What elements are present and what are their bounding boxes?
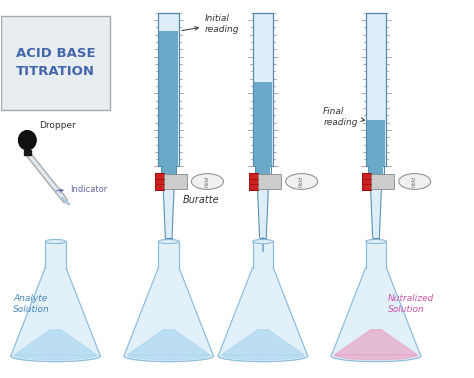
Ellipse shape [191,174,223,189]
Ellipse shape [45,240,66,243]
Ellipse shape [365,240,386,243]
Polygon shape [11,268,100,356]
FancyBboxPatch shape [369,166,383,181]
Polygon shape [222,355,304,360]
Polygon shape [14,330,97,355]
FancyBboxPatch shape [368,166,384,181]
Text: Nutralized
Solution: Nutralized Solution [388,294,434,314]
FancyBboxPatch shape [155,173,164,190]
Polygon shape [11,356,100,362]
Polygon shape [124,268,213,356]
Polygon shape [222,330,304,355]
Polygon shape [331,356,421,362]
Polygon shape [335,330,417,355]
Polygon shape [128,330,210,355]
FancyBboxPatch shape [1,16,110,110]
Polygon shape [218,268,308,356]
FancyBboxPatch shape [162,166,175,181]
Ellipse shape [286,174,318,189]
Polygon shape [335,355,417,360]
Text: Final
reading: Final reading [323,107,365,127]
Polygon shape [331,268,421,356]
FancyBboxPatch shape [254,82,273,166]
Polygon shape [124,356,213,362]
Ellipse shape [253,240,273,243]
Polygon shape [14,355,97,360]
Polygon shape [24,150,31,155]
Polygon shape [158,242,179,268]
Ellipse shape [18,130,36,150]
Polygon shape [128,355,210,360]
FancyBboxPatch shape [161,166,176,181]
FancyBboxPatch shape [366,120,385,166]
FancyBboxPatch shape [158,12,179,166]
Text: Initial
reading: Initial reading [182,14,239,34]
Text: Dropper: Dropper [39,121,76,130]
FancyBboxPatch shape [363,173,371,190]
Polygon shape [45,242,66,268]
Polygon shape [257,181,269,238]
Polygon shape [365,242,386,268]
Ellipse shape [158,240,179,243]
Text: Hold: Hold [205,176,210,187]
FancyBboxPatch shape [249,173,258,190]
Text: Hold: Hold [299,176,304,187]
FancyBboxPatch shape [159,31,178,166]
Polygon shape [370,181,382,238]
Polygon shape [218,356,308,362]
FancyBboxPatch shape [256,166,270,181]
Text: Indicator: Indicator [56,184,107,194]
Polygon shape [253,242,273,268]
FancyBboxPatch shape [258,174,282,189]
Text: Buratte: Buratte [183,195,219,205]
FancyBboxPatch shape [365,12,386,166]
FancyBboxPatch shape [164,174,187,189]
FancyBboxPatch shape [253,12,273,166]
Text: Hold: Hold [412,176,417,187]
Text: ACID BASE
TITRATION: ACID BASE TITRATION [16,46,95,77]
FancyBboxPatch shape [371,174,394,189]
Polygon shape [163,181,174,238]
Text: Analyte
Solution: Analyte Solution [13,294,50,314]
FancyBboxPatch shape [255,166,271,181]
Ellipse shape [399,174,431,189]
